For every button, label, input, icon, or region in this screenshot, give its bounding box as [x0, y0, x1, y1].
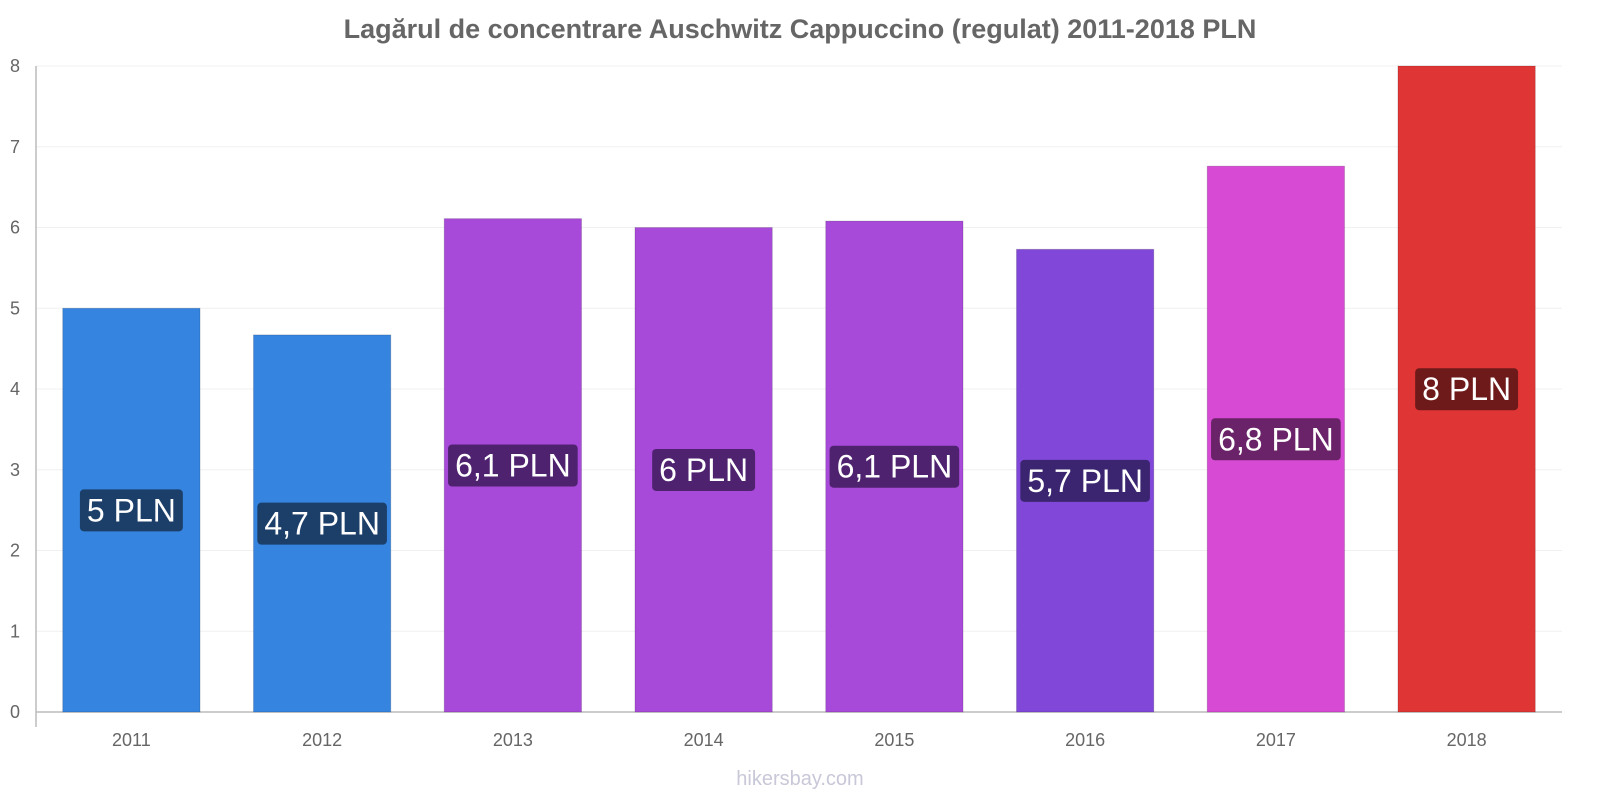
watermark: hikersbay.com — [736, 768, 864, 790]
data-label: 4,7 PLN — [264, 506, 380, 542]
data-label-box — [1415, 368, 1519, 411]
data-label: 5 PLN — [87, 492, 176, 528]
y-tick-label: 3 — [10, 460, 20, 480]
data-label: 6,8 PLN — [1218, 421, 1334, 457]
y-tick-label: 4 — [10, 379, 20, 399]
x-tick-label: 2013 — [493, 730, 533, 750]
x-tick-label: 2015 — [874, 730, 914, 750]
data-label-box — [79, 489, 183, 532]
data-label: 6 PLN — [659, 452, 748, 488]
data-label-box — [1020, 459, 1150, 502]
y-tick-label: 7 — [10, 137, 20, 157]
data-label: 6,1 PLN — [837, 449, 953, 485]
x-tick-label: 2016 — [1065, 730, 1105, 750]
data-label-box — [829, 445, 960, 488]
data-label: 8 PLN — [1422, 371, 1511, 407]
data-label-box — [257, 502, 387, 545]
data-label: 5,7 PLN — [1027, 463, 1143, 499]
data-label-box — [1211, 418, 1341, 461]
data-label-box — [652, 448, 756, 491]
x-tick-label: 2011 — [112, 730, 151, 750]
x-tick-label: 2014 — [684, 730, 724, 750]
y-tick-label: 1 — [10, 621, 20, 641]
chart-title: Lagărul de concentrare Auschwitz Cappucc… — [343, 14, 1257, 44]
y-tick-label: 2 — [10, 541, 20, 561]
x-tick-label: 2018 — [1447, 730, 1487, 750]
x-tick-label: 2012 — [302, 730, 342, 750]
data-label-box — [448, 444, 578, 487]
y-tick-label: 8 — [10, 56, 20, 76]
y-tick-label: 5 — [10, 298, 20, 318]
y-tick-label: 6 — [10, 218, 20, 238]
data-label: 6,1 PLN — [455, 448, 571, 484]
data-labels: 5 PLN 4,7 PLN 6,1 PLN 6 PLN 6,1 PLN 5,7 PLN 6,… — [79, 368, 1519, 545]
axes: 0 1 2 3 4 5 6 7 8 2011 2012 2013 2014 2015 2016 2017 201… — [10, 56, 1562, 750]
x-tick-label: 2017 — [1256, 730, 1296, 750]
y-tick-label: 0 — [10, 702, 20, 722]
